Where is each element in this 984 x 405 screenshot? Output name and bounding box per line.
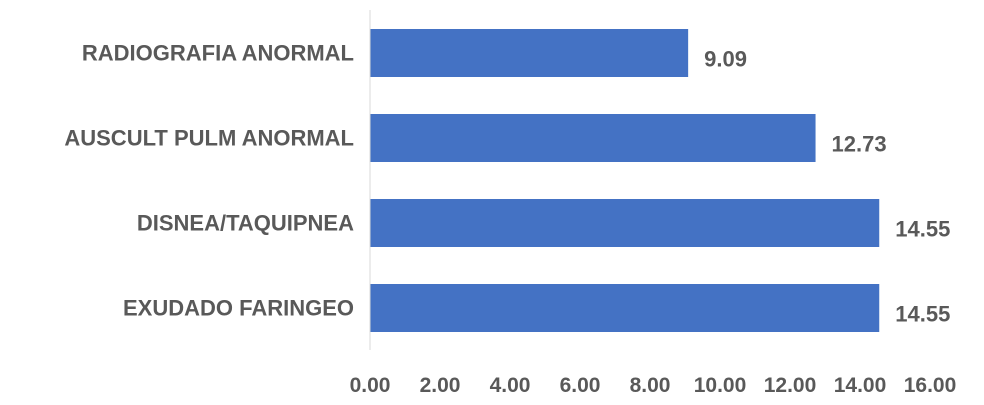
bars [370,29,880,332]
data-label: 9.09 [704,47,747,72]
x-tick-label: 0.00 [350,374,391,397]
x-tick-label: 6.00 [560,374,601,397]
category-labels: RADIOGRAFIA ANORMAL AUSCULT PULM ANORMAL D… [64,41,354,321]
category-label: RADIOGRAFIA ANORMAL [82,41,354,66]
x-tick-label: 16.00 [904,374,957,397]
bar [370,199,880,247]
x-tick-label: 8.00 [630,374,671,397]
x-tick-label: 12.00 [764,374,817,397]
bar [370,114,816,162]
category-label: DISNEA/TAQUIPNEA [137,211,354,236]
x-tick-label: 2.00 [420,374,461,397]
data-label: 12.73 [832,132,887,157]
data-label: 14.55 [895,302,950,327]
bar [370,29,689,77]
x-tick-label: 10.00 [694,374,747,397]
data-label: 14.55 [895,217,950,242]
data-labels: 9.09 12.73 14.55 14.55 [704,47,950,327]
bar [370,284,880,332]
x-tick-labels: 0.00 2.00 4.00 6.00 8.00 10.00 12.00 14.00 16.00 [350,374,957,397]
x-tick-label: 4.00 [490,374,531,397]
category-label: EXUDADO FARINGEO [123,296,354,321]
category-label: AUSCULT PULM ANORMAL [64,126,354,151]
x-tick-label: 14.00 [834,374,887,397]
